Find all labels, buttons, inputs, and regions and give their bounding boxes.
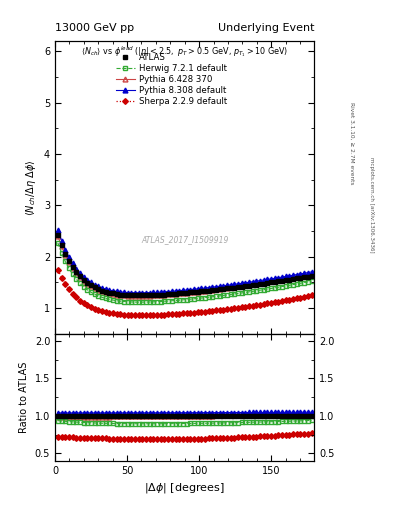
Herwig 7.2.1 default (309, 278, 314, 284)
Sherpa 2.2.9 default (272, 299, 277, 305)
Sherpa 2.2.9 default (140, 312, 145, 318)
Pythia 6.428 370 (133, 293, 138, 299)
Pythia 8.308 default (55, 227, 60, 233)
Pythia 6.428 370 (114, 291, 119, 297)
ATLAS (114, 291, 119, 297)
Herwig 7.2.1 default (136, 299, 141, 305)
Pythia 6.428 370 (272, 278, 277, 284)
Sherpa 2.2.9 default (309, 292, 314, 298)
Herwig 7.2.1 default (55, 240, 60, 246)
Pythia 8.308 default (114, 288, 119, 294)
ATLAS (89, 282, 94, 288)
Pythia 6.428 370 (276, 277, 281, 283)
Sherpa 2.2.9 default (133, 312, 138, 318)
Herwig 7.2.1 default (276, 284, 281, 290)
Pythia 8.308 default (133, 290, 138, 296)
Sherpa 2.2.9 default (89, 304, 94, 310)
Text: ATLAS_2017_I1509919: ATLAS_2017_I1509919 (141, 236, 228, 244)
ATLAS (133, 292, 138, 298)
Herwig 7.2.1 default (133, 299, 138, 305)
Line: Pythia 6.428 370: Pythia 6.428 370 (55, 234, 314, 298)
ATLAS (309, 273, 314, 279)
Text: Rivet 3.1.10, ≥ 2.7M events: Rivet 3.1.10, ≥ 2.7M events (349, 102, 354, 185)
Text: mcplots.cern.ch [arXiv:1306.3436]: mcplots.cern.ch [arXiv:1306.3436] (369, 157, 374, 252)
Y-axis label: $\langle N_{ch} / \Delta\eta\ \Delta\phi \rangle$: $\langle N_{ch} / \Delta\eta\ \Delta\phi… (24, 159, 39, 216)
Line: Sherpa 2.2.9 default: Sherpa 2.2.9 default (56, 268, 314, 317)
Herwig 7.2.1 default (272, 285, 277, 291)
ATLAS (272, 279, 277, 285)
Pythia 6.428 370 (136, 293, 141, 299)
Sherpa 2.2.9 default (276, 298, 281, 305)
Pythia 6.428 370 (89, 283, 94, 289)
X-axis label: $|\Delta\phi|$ [degrees]: $|\Delta\phi|$ [degrees] (144, 481, 225, 495)
Pythia 8.308 default (199, 285, 204, 291)
Sherpa 2.2.9 default (55, 267, 60, 273)
Pythia 8.308 default (136, 290, 141, 296)
Pythia 6.428 370 (199, 288, 204, 294)
ATLAS (199, 288, 204, 294)
Herwig 7.2.1 default (114, 297, 119, 304)
Pythia 6.428 370 (55, 233, 60, 240)
Pythia 8.308 default (89, 280, 94, 286)
Pythia 8.308 default (272, 275, 277, 282)
Text: $\langle N_{ch}\rangle$ vs $\phi^{lead}$ ($|\eta| < 2.5,\ p_T > 0.5$ GeV, $p_{T_: $\langle N_{ch}\rangle$ vs $\phi^{lead}$… (81, 44, 288, 59)
Line: Herwig 7.2.1 default: Herwig 7.2.1 default (56, 241, 314, 304)
ATLAS (136, 292, 141, 298)
Pythia 8.308 default (309, 269, 314, 275)
Herwig 7.2.1 default (89, 289, 94, 295)
Pythia 6.428 370 (309, 270, 314, 276)
Text: 13000 GeV pp: 13000 GeV pp (55, 23, 134, 33)
Pythia 8.308 default (276, 274, 281, 281)
Line: Pythia 8.308 default: Pythia 8.308 default (55, 228, 314, 295)
Sherpa 2.2.9 default (199, 309, 204, 315)
Line: ATLAS: ATLAS (56, 233, 314, 297)
Y-axis label: Ratio to ATLAS: Ratio to ATLAS (19, 361, 29, 433)
Text: Underlying Event: Underlying Event (218, 23, 314, 33)
Sherpa 2.2.9 default (114, 311, 119, 317)
ATLAS (55, 232, 60, 238)
Legend: ATLAS, Herwig 7.2.1 default, Pythia 6.428 370, Pythia 8.308 default, Sherpa 2.2.: ATLAS, Herwig 7.2.1 default, Pythia 6.42… (114, 51, 229, 108)
ATLAS (276, 279, 281, 285)
Herwig 7.2.1 default (199, 295, 204, 301)
